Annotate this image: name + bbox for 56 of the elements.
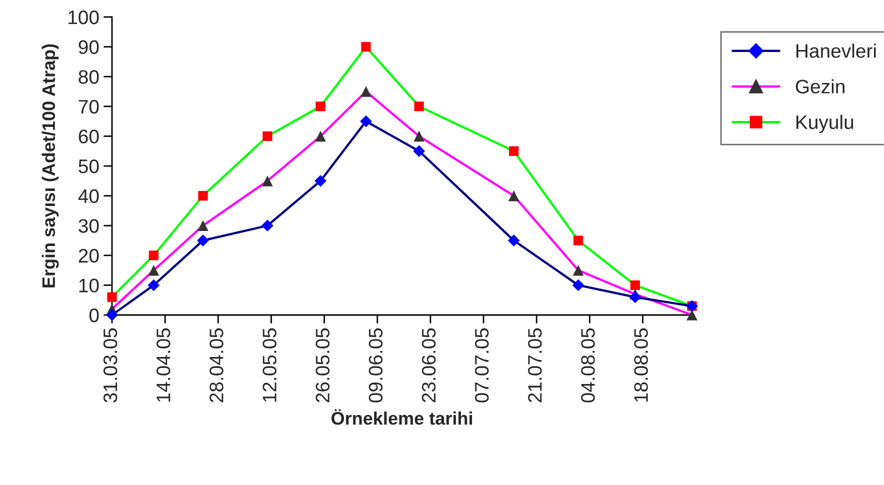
x-tick-label: 31.03.05 [103,328,118,402]
point [414,102,424,112]
x-tick-label: 23.06.05 [422,328,436,402]
x-tick-label: 04.08.05 [581,328,595,402]
x-tick-label: 21.07.05 [528,328,542,402]
point [413,145,426,158]
point [361,42,371,52]
point [572,279,584,292]
point [198,220,208,232]
point [509,146,519,156]
y-tick-label: 10 [79,278,99,292]
y-tick-label: 90 [78,40,99,54]
point [198,190,208,201]
point [262,175,273,186]
point [314,174,326,187]
point [261,220,274,232]
point [686,310,698,320]
point [508,190,520,202]
point [629,291,642,304]
x-tick-label: 14.04.05 [156,328,170,402]
point [316,102,326,112]
point [572,264,584,276]
legend-label: Hanevleri [796,44,876,58]
point [315,130,326,142]
point [630,280,640,290]
point [148,250,159,260]
x-axis-title: Örnekleme tarihi [331,409,472,425]
point [107,292,117,302]
point [148,264,160,276]
y-tick-label: 30 [78,219,99,233]
y-tick-label: 80 [78,70,99,84]
x-tick-label: 09.06.05 [368,328,383,402]
x-tick-label: 28.04.05 [210,328,224,402]
point [106,309,118,321]
point [148,279,160,292]
point [197,234,209,246]
legend-label: Gezin [796,79,844,94]
y-tick-label: 40 [78,189,99,204]
y-tick-label: 60 [78,130,99,144]
point [573,236,584,246]
y-tick-label: 20 [78,248,99,263]
point [262,131,272,142]
x-tick-label: 26.05.05 [316,328,330,402]
x-tick-label: 18.08.05 [634,328,648,402]
x-tick-label: 07.07.05 [474,328,489,402]
y-tick-label: 70 [78,100,99,114]
y-tick-label: 0 [89,308,99,322]
y-tick-label: 50 [78,159,99,174]
y-axis-title: Ergin sayısı (Adet/100 Atrap) [42,44,59,288]
y-tick-label: 100 [68,10,99,24]
point [414,130,424,142]
legend-label: Kuyulu [796,114,854,133]
point [360,86,372,97]
point [360,115,372,128]
point [508,234,520,246]
x-tick-label: 12.05.05 [262,328,276,402]
